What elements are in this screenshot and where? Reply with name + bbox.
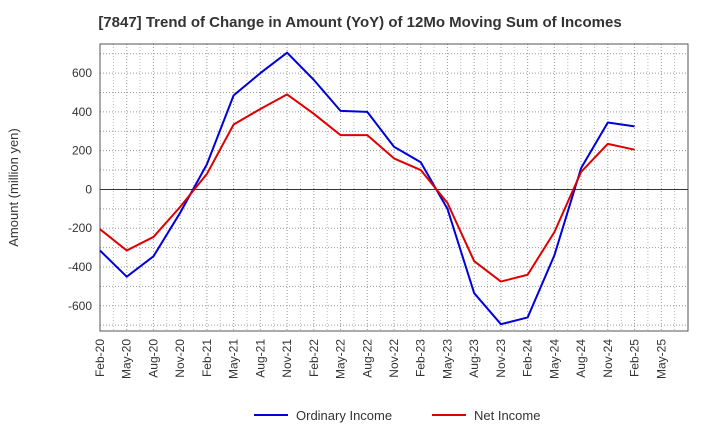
x-tick-label: May-20 [120,339,134,379]
x-tick-label: Feb-20 [93,339,107,377]
x-tick-label: May-22 [334,339,348,379]
y-tick-label: 0 [85,182,92,196]
x-tick-label: Aug-23 [467,339,481,378]
legend-label: Ordinary Income [296,408,392,423]
x-tick-label: Nov-22 [387,339,401,378]
x-tick-label: Aug-20 [146,339,160,378]
x-tick-label: Feb-22 [307,339,321,377]
series-line [99,93,635,283]
x-tick-label: Nov-21 [280,339,294,378]
y-tick-label: 200 [72,144,92,158]
y-tick-label: -600 [68,299,92,313]
x-tick-label: May-24 [547,339,561,379]
x-tick-label: Feb-24 [521,339,535,377]
x-tick-labels: Feb-20 May-20 Aug-20 Nov-20 Feb-21 May-21 Aug-… [93,339,668,379]
x-tick-label: May-21 [227,339,241,379]
x-tick-label: Feb-21 [200,339,214,377]
grid [99,44,689,331]
x-tick-label: Nov-23 [494,339,508,378]
x-tick-label: Feb-25 [628,339,642,377]
chart-title: [7847] Trend of Change in Amount (YoY) o… [98,14,622,31]
x-tick-label: Aug-24 [574,339,588,378]
x-tick-label: Aug-22 [360,339,374,378]
series-layer [99,51,635,326]
y-tick-label: 600 [72,66,92,80]
x-tick-label: Feb-23 [414,339,428,377]
legend-label: Net Income [474,408,540,423]
y-axis-label: Amount (million yen) [6,128,21,247]
x-tick-label: May-25 [654,339,668,379]
x-tick-label: May-23 [440,339,454,379]
y-tick-label: -400 [68,260,92,274]
y-tick-label: 400 [72,105,92,119]
plot-frame [99,43,689,332]
x-tick-label: Aug-21 [253,339,267,378]
y-tick-labels: -600 -400 -200 0 200 400 600 [68,66,92,313]
legend: Ordinary Income Net Income [254,408,540,423]
y-tick-label: -200 [68,221,92,235]
x-tick-label: Nov-20 [173,339,187,378]
x-tick-label: Nov-24 [601,339,615,378]
